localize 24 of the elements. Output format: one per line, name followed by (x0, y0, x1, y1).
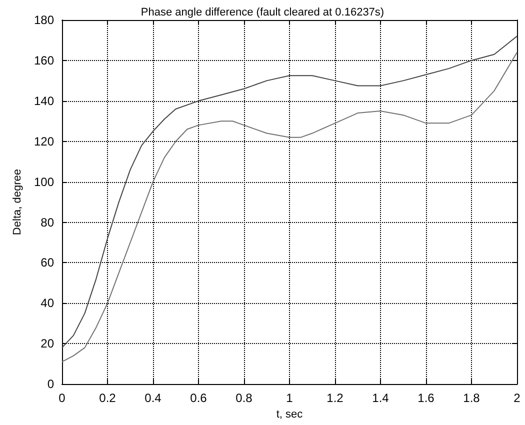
y-tick-label: 40 (40, 296, 54, 310)
x-tick-label: 0.8 (236, 391, 253, 406)
y-tick-label: 160 (34, 53, 54, 68)
x-tick-label: 1.2 (326, 391, 344, 406)
y-tick-label: 140 (34, 94, 54, 108)
y-tick-label: 100 (34, 174, 54, 189)
x-tick-label: 0 (58, 391, 66, 406)
y-tick-label: 20 (40, 336, 54, 351)
y-tick-label: 120 (34, 134, 54, 148)
y-tick-label: 0 (47, 377, 54, 392)
x-tick-label: 1.4 (372, 391, 390, 406)
y-axis-title: Delta, degree (12, 169, 24, 236)
x-axis-title: t, sec (276, 408, 304, 420)
y-tick-label: 180 (34, 13, 54, 27)
x-tick-label: 1.6 (418, 391, 435, 406)
x-tick-label: 2 (514, 391, 521, 406)
x-tick-label: 0.2 (99, 391, 116, 406)
y-tick-label: 80 (40, 215, 54, 230)
x-tick-label: 0.4 (144, 391, 162, 406)
chart-title: Phase angle difference (fault cleared at 0.16237s) (140, 6, 384, 18)
x-tick-label: 1 (286, 391, 294, 406)
y-tick-label: 60 (40, 256, 54, 270)
x-tick-label: 1.8 (463, 391, 480, 406)
x-tick-label: 0.6 (190, 391, 208, 406)
